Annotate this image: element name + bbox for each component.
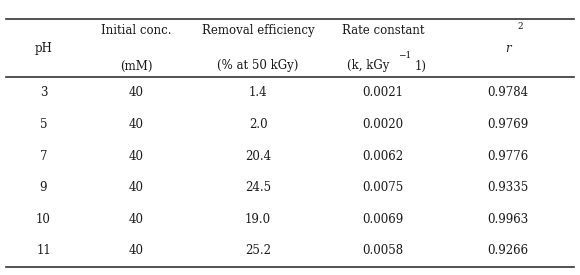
Text: 10: 10 [36,213,51,226]
Text: 0.0062: 0.0062 [362,150,403,163]
Text: (k, kGy: (k, kGy [347,59,390,73]
Text: (mM): (mM) [120,59,153,73]
Text: 0.0069: 0.0069 [362,213,404,226]
Text: 0.9784: 0.9784 [487,86,528,99]
Text: r: r [505,42,510,55]
Text: 40: 40 [129,118,144,131]
Text: 25.2: 25.2 [245,244,271,257]
Text: 1.4: 1.4 [249,86,267,99]
Text: pH: pH [35,42,52,55]
Text: 2.0: 2.0 [249,118,267,131]
Text: 7: 7 [40,150,47,163]
Text: 5: 5 [40,118,47,131]
Text: (% at 50 kGy): (% at 50 kGy) [218,59,299,73]
Text: 40: 40 [129,181,144,194]
Text: 0.9776: 0.9776 [487,150,528,163]
Text: 1): 1) [415,59,426,73]
Text: 24.5: 24.5 [245,181,271,194]
Text: 9: 9 [40,181,47,194]
Text: 3: 3 [40,86,47,99]
Text: 40: 40 [129,213,144,226]
Text: 0.9335: 0.9335 [487,181,528,194]
Text: 20.4: 20.4 [245,150,271,163]
Text: Removal efficiency: Removal efficiency [202,24,314,37]
Text: 11: 11 [36,244,51,257]
Text: 2: 2 [517,22,523,31]
Text: 40: 40 [129,86,144,99]
Text: −1: −1 [398,51,411,59]
Text: 19.0: 19.0 [245,213,271,226]
Text: 0.0075: 0.0075 [362,181,404,194]
Text: 0.9963: 0.9963 [487,213,528,226]
Text: 0.0020: 0.0020 [362,118,403,131]
Text: Rate constant: Rate constant [342,24,424,37]
Text: Initial conc.: Initial conc. [101,24,172,37]
Text: 40: 40 [129,150,144,163]
Text: 0.0021: 0.0021 [362,86,403,99]
Text: 40: 40 [129,244,144,257]
Text: 0.9769: 0.9769 [487,118,528,131]
Text: 0.9266: 0.9266 [487,244,528,257]
Text: 0.0058: 0.0058 [362,244,403,257]
